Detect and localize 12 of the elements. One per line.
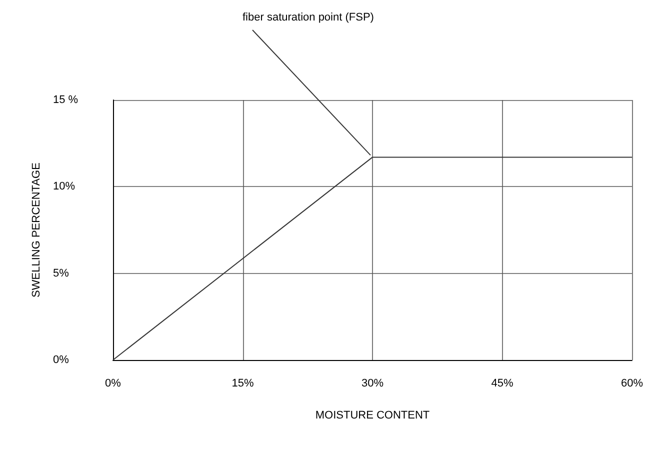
y-tick-label: 15 % bbox=[53, 94, 78, 106]
y-axis-title: SWELLING PERCENTAGE bbox=[30, 162, 43, 298]
x-tick-label: 45% bbox=[491, 378, 514, 390]
x-tick-label: 15% bbox=[232, 378, 254, 390]
x-tick-label: 0% bbox=[105, 378, 122, 390]
x-tick-label: 30% bbox=[361, 378, 384, 390]
x-axis-title: MOISTURE CONTENT bbox=[315, 410, 430, 422]
x-tick-label: 60% bbox=[620, 378, 644, 390]
y-tick-label: 0% bbox=[53, 354, 70, 366]
y-tick-label: 5% bbox=[53, 267, 70, 280]
annotation: fiber saturation point (FSP) bbox=[242, 12, 374, 24]
y-tick-label: 10% bbox=[53, 180, 76, 193]
